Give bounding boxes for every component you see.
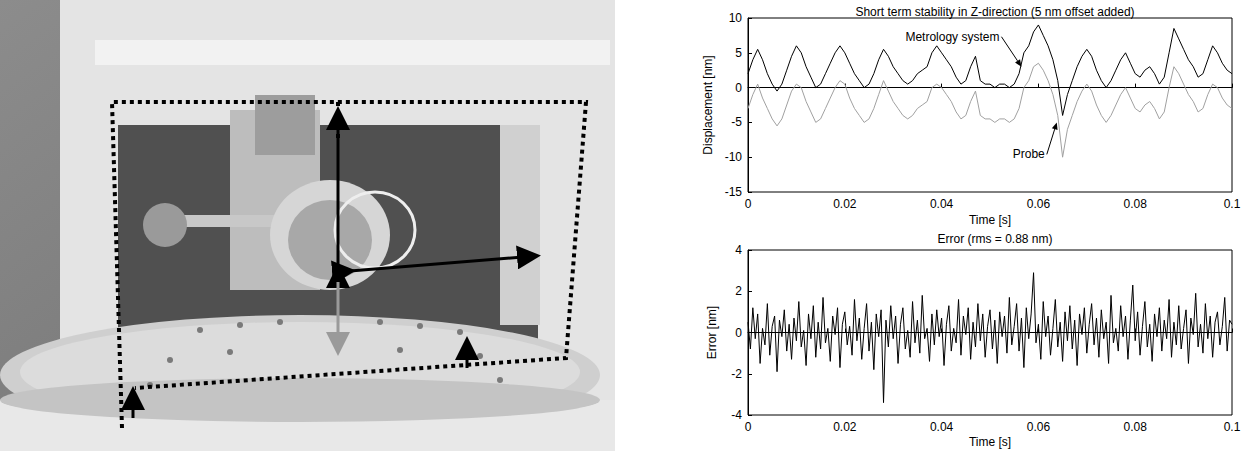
svg-text:0.08: 0.08 (1124, 197, 1148, 211)
svg-text:0: 0 (745, 197, 752, 211)
svg-text:10: 10 (729, 11, 743, 25)
svg-text:0.04: 0.04 (930, 420, 954, 434)
svg-text:0.1: 0.1 (1224, 197, 1241, 211)
svg-text:-2: -2 (731, 367, 742, 381)
svg-text:-4: -4 (731, 408, 742, 422)
svg-text:Probe: Probe (1013, 147, 1045, 161)
svg-text:Displacement [nm]: Displacement [nm] (701, 55, 715, 154)
svg-text:Time [s]: Time [s] (969, 213, 1011, 227)
svg-text:2: 2 (735, 284, 742, 298)
svg-text:0: 0 (735, 326, 742, 340)
svg-text:4: 4 (735, 243, 742, 257)
svg-text:0.08: 0.08 (1124, 420, 1148, 434)
svg-text:0.02: 0.02 (833, 420, 857, 434)
svg-text:0.02: 0.02 (833, 197, 857, 211)
svg-text:-10: -10 (725, 150, 743, 164)
svg-text:Error [nm]: Error [nm] (705, 306, 719, 359)
svg-text:Time [s]: Time [s] (969, 435, 1011, 449)
svg-text:-5: -5 (731, 115, 742, 129)
svg-text:0.06: 0.06 (1027, 420, 1051, 434)
svg-text:0.04: 0.04 (930, 197, 954, 211)
svg-text:0.1: 0.1 (1224, 420, 1241, 434)
svg-text:0.06: 0.06 (1027, 197, 1051, 211)
svg-text:0: 0 (745, 420, 752, 434)
svg-text:0: 0 (735, 81, 742, 95)
svg-text:5: 5 (735, 46, 742, 60)
svg-text:-15: -15 (725, 185, 743, 199)
svg-text:Metrology system: Metrology system (905, 30, 999, 44)
svg-text:Error (rms = 0.88 nm): Error (rms = 0.88 nm) (937, 232, 1052, 246)
svg-text:Short term stability in Z-dire: Short term stability in Z-direction (5 n… (855, 5, 1134, 19)
